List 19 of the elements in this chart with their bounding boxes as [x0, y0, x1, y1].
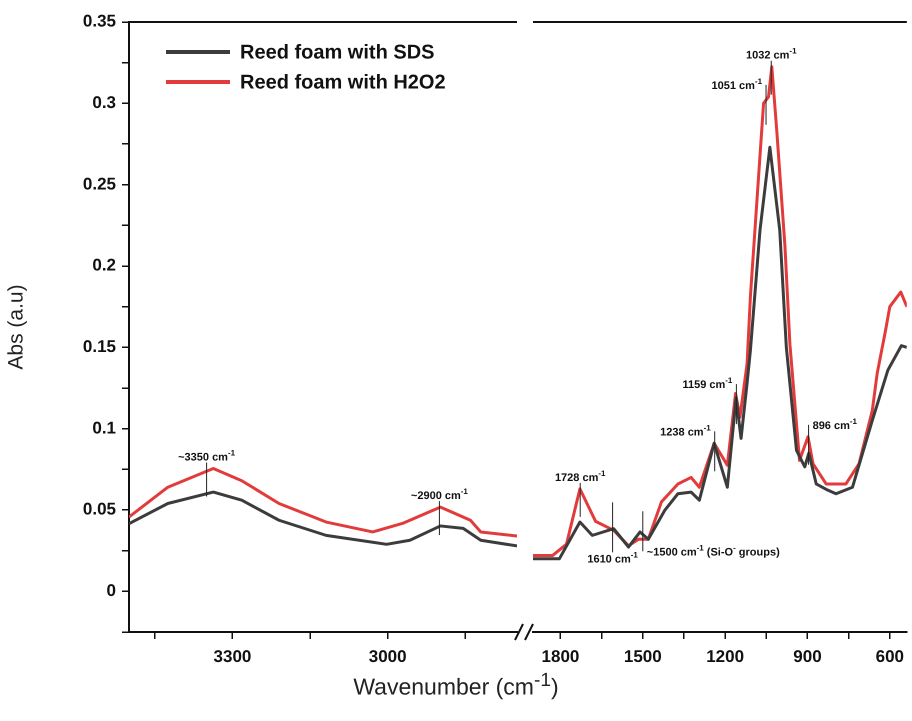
x-tick-label: 600 [876, 646, 904, 666]
x-tick-label: 1500 [624, 646, 662, 666]
y-tick-label: 0.05 [82, 500, 116, 519]
legend-label: Reed foam with H2O2 [240, 72, 446, 94]
legend-label: Reed foam with SDS [240, 42, 434, 64]
y-tick-label: 0.2 [92, 256, 116, 275]
y-tick-label: 0 [106, 581, 116, 600]
x-tick-label: 1800 [542, 646, 580, 666]
x-axis-title: Wavenumber (cm$^{-1}$) [352, 670, 560, 701]
x-tick-label: 3300 [214, 646, 252, 666]
y-axis-title: Abs (a.u) [4, 284, 28, 370]
y-tick-label: 0.3 [92, 93, 116, 112]
y-tick-label: 0.25 [82, 174, 116, 194]
y-tick-label: 0.35 [82, 12, 116, 31]
y-tick-label: 0.1 [92, 418, 116, 438]
x-tick-label: 900 [793, 646, 822, 666]
x-tick-label: 3000 [368, 646, 407, 666]
x-tick-label: 1200 [706, 646, 744, 666]
y-tick-label: 0.15 [82, 337, 116, 356]
